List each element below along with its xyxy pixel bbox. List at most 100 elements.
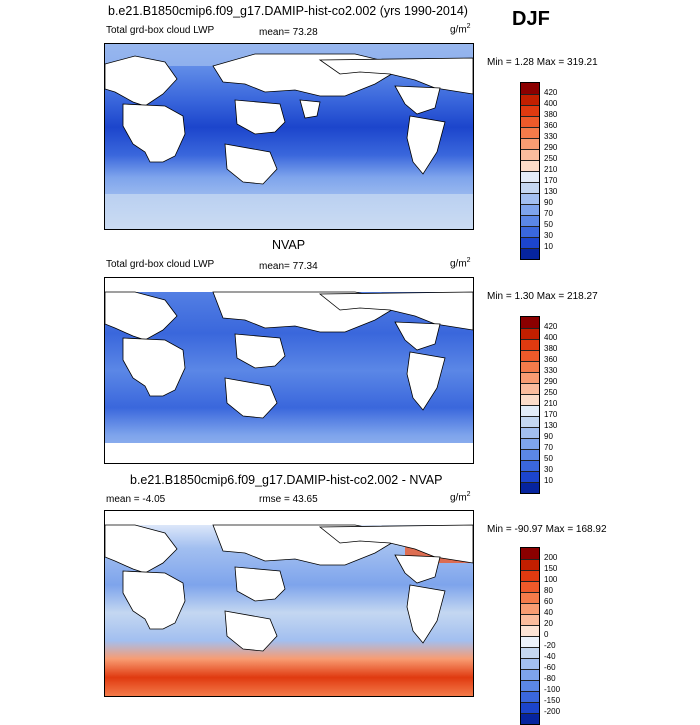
panel-2-continents bbox=[105, 291, 473, 419]
colorbar-swatch bbox=[521, 160, 539, 171]
colorbar-tick-label: 0 bbox=[544, 630, 549, 639]
colorbar-tick-label: 400 bbox=[544, 99, 558, 108]
panel-3-map bbox=[104, 510, 474, 697]
panel-3-mean: mean = -4.05 bbox=[106, 494, 166, 505]
panel-2-minmax: Min = 1.30 Max = 218.27 bbox=[487, 291, 598, 302]
colorbar-swatch bbox=[521, 471, 539, 482]
colorbar-swatch bbox=[521, 680, 539, 691]
colorbar-tick-label: 210 bbox=[544, 165, 558, 174]
colorbar-swatch bbox=[521, 658, 539, 669]
colorbar-tick-label: 290 bbox=[544, 143, 558, 152]
colorbar-tick-label: 360 bbox=[544, 355, 558, 364]
panel-2-colorbar-swatches bbox=[520, 316, 540, 494]
panel-1-colorbar-labels: 420 400 380 360 330 290 250 210 170 130 90 70 50 30 10 bbox=[544, 87, 557, 252]
colorbar-swatch bbox=[521, 149, 539, 160]
colorbar-tick-label: 40 bbox=[544, 608, 553, 617]
colorbar-swatch bbox=[521, 317, 539, 328]
colorbar-tick-label: -150 bbox=[544, 696, 561, 705]
panel-1-map bbox=[104, 43, 474, 230]
colorbar-swatch bbox=[521, 636, 539, 647]
panel-3-colorbar: 200 150 100 80 60 40 20 0 -20 -40 -60 -80 -100 -150 -2… bbox=[520, 547, 560, 725]
colorbar-swatch bbox=[521, 416, 539, 427]
season-label: DJF bbox=[512, 8, 550, 30]
colorbar-tick-label: 170 bbox=[544, 176, 558, 185]
colorbar-swatch bbox=[521, 625, 539, 636]
colorbar-swatch bbox=[521, 372, 539, 383]
colorbar-swatch bbox=[521, 405, 539, 416]
colorbar-swatch bbox=[521, 581, 539, 592]
colorbar-swatch bbox=[521, 438, 539, 449]
colorbar-tick-label: -200 bbox=[544, 707, 561, 716]
colorbar-tick-label: 20 bbox=[544, 619, 553, 628]
panel-1-units: g/m2 bbox=[450, 23, 471, 36]
panel-2-colorbar-labels: 420 400 380 360 330 290 250 210 170 130 90 70 50 30 10 bbox=[544, 321, 557, 486]
panel-2-mean: mean= 77.34 bbox=[259, 261, 318, 272]
colorbar-tick-label: -20 bbox=[544, 641, 556, 650]
colorbar-tick-label: 360 bbox=[544, 121, 558, 130]
colorbar-tick-label: -100 bbox=[544, 685, 561, 694]
colorbar-tick-label: 10 bbox=[544, 476, 553, 485]
colorbar-tick-label: 50 bbox=[544, 220, 553, 229]
colorbar-tick-label: 10 bbox=[544, 242, 553, 251]
panel-2-map bbox=[104, 277, 474, 464]
colorbar-tick-label: 420 bbox=[544, 88, 558, 97]
panel-2-units: g/m2 bbox=[450, 257, 471, 270]
panel-2-left-label: Total grd-box cloud LWP bbox=[106, 259, 215, 270]
colorbar-tick-label: 380 bbox=[544, 344, 558, 353]
panel-3-minmax: Min = -90.97 Max = 168.92 bbox=[487, 524, 607, 535]
colorbar-tick-label: 330 bbox=[544, 366, 558, 375]
colorbar-swatch bbox=[521, 116, 539, 127]
colorbar-tick-label: -40 bbox=[544, 652, 556, 661]
colorbar-tick-label: 100 bbox=[544, 575, 558, 584]
colorbar-swatch bbox=[521, 215, 539, 226]
colorbar-swatch bbox=[521, 94, 539, 105]
panel-1-title: b.e21.B1850cmip6.f09_g17.DAMIP-hist-co2.… bbox=[108, 4, 468, 18]
colorbar-swatch bbox=[521, 449, 539, 460]
colorbar-tick-label: 250 bbox=[544, 388, 558, 397]
panel-1-continents bbox=[105, 53, 473, 185]
colorbar-swatch bbox=[521, 193, 539, 204]
colorbar-swatch bbox=[521, 603, 539, 614]
colorbar-tick-label: 200 bbox=[544, 553, 558, 562]
colorbar-tick-label: 380 bbox=[544, 110, 558, 119]
panel-1-mean: mean= 73.28 bbox=[259, 27, 318, 38]
colorbar-tick-label: 210 bbox=[544, 399, 558, 408]
colorbar-tick-label: 290 bbox=[544, 377, 558, 386]
colorbar-swatch bbox=[521, 127, 539, 138]
colorbar-swatch bbox=[521, 248, 539, 259]
colorbar-tick-label: 90 bbox=[544, 432, 553, 441]
colorbar-swatch bbox=[521, 394, 539, 405]
colorbar-swatch bbox=[521, 548, 539, 559]
colorbar-swatch bbox=[521, 559, 539, 570]
panel-3-map-svg bbox=[105, 511, 473, 696]
colorbar-swatch bbox=[521, 614, 539, 625]
colorbar-swatch bbox=[521, 328, 539, 339]
panel-3-colorbar-labels: 200 150 100 80 60 40 20 0 -20 -40 -60 -80 -100 -150 -2… bbox=[544, 552, 560, 717]
colorbar-swatch bbox=[521, 570, 539, 581]
panel-3-units: g/m2 bbox=[450, 491, 471, 504]
colorbar-tick-label: -80 bbox=[544, 674, 556, 683]
colorbar-swatch bbox=[521, 339, 539, 350]
colorbar-swatch bbox=[521, 171, 539, 182]
colorbar-swatch bbox=[521, 138, 539, 149]
colorbar-tick-label: 250 bbox=[544, 154, 558, 163]
colorbar-swatch bbox=[521, 237, 539, 248]
colorbar-tick-label: 30 bbox=[544, 231, 553, 240]
colorbar-swatch bbox=[521, 361, 539, 372]
colorbar-tick-label: 170 bbox=[544, 410, 558, 419]
panel-3-continents bbox=[105, 524, 473, 652]
panel-1-minmax: Min = 1.28 Max = 319.21 bbox=[487, 57, 598, 68]
panel-1-left-label: Total grd-box cloud LWP bbox=[106, 25, 215, 36]
colorbar-swatch bbox=[521, 226, 539, 237]
panel-3-rmse: rmse = 43.65 bbox=[259, 494, 318, 505]
colorbar-tick-label: 150 bbox=[544, 564, 558, 573]
colorbar-swatch bbox=[521, 460, 539, 471]
panel-1-map-svg bbox=[105, 44, 473, 229]
colorbar-tick-label: 70 bbox=[544, 443, 553, 452]
panel-1-colorbar: 420 400 380 360 330 290 250 210 170 130 90 70 50 30 10 bbox=[520, 82, 557, 260]
colorbar-swatch bbox=[521, 105, 539, 116]
panel-3-title: b.e21.B1850cmip6.f09_g17.DAMIP-hist-co2.… bbox=[130, 473, 443, 487]
colorbar-swatch bbox=[521, 691, 539, 702]
colorbar-swatch bbox=[521, 647, 539, 658]
colorbar-swatch bbox=[521, 204, 539, 215]
